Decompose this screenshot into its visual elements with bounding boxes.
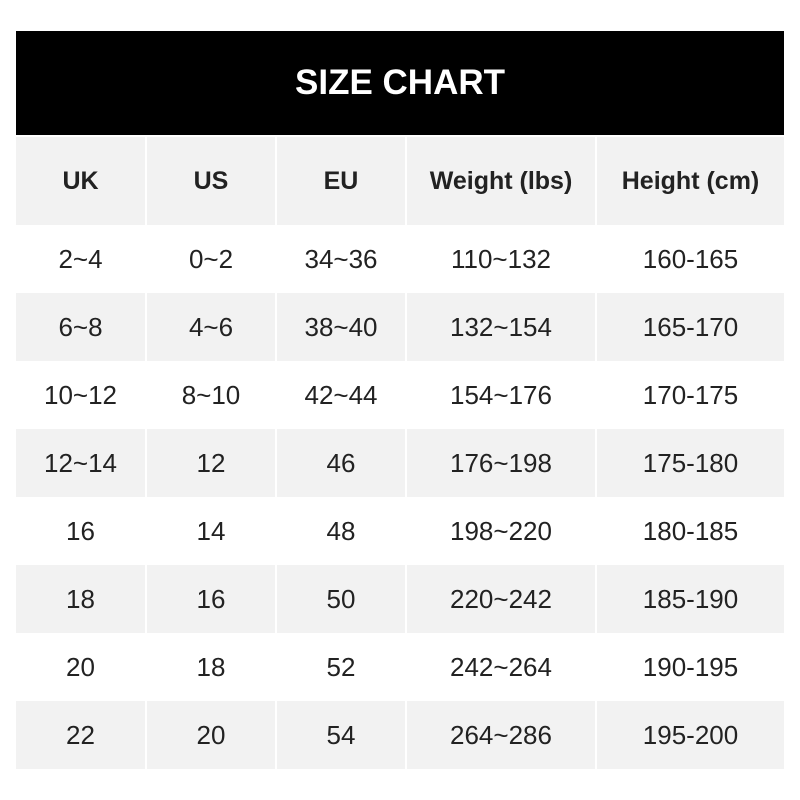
size-chart-title: SIZE CHART: [16, 31, 784, 135]
column-header: UK: [16, 137, 146, 225]
size-chart-table: UK US EU Weight (lbs) Height (cm) 2~4 0~2 34~3…: [16, 137, 784, 769]
table-cell: 110~132: [405, 225, 596, 293]
table-cell: 154~176: [405, 361, 596, 429]
table-cell: 185-190: [595, 565, 784, 633]
table-cell: 190-195: [595, 633, 784, 701]
table-cell: 242~264: [405, 633, 596, 701]
header-row: UK US EU Weight (lbs) Height (cm): [16, 137, 784, 225]
column-header: EU: [275, 137, 406, 225]
table-cell: 18: [16, 565, 146, 633]
table-cell: 14: [145, 497, 276, 565]
table-cell: 48: [275, 497, 406, 565]
table-cell: 220~242: [405, 565, 596, 633]
table-row: 12~14 12 46 176~198 175-180: [16, 429, 784, 497]
table-row: 22 20 54 264~286 195-200: [16, 701, 784, 769]
table-cell: 198~220: [405, 497, 596, 565]
table-cell: 12: [145, 429, 276, 497]
table-cell: 12~14: [16, 429, 146, 497]
column-header: Weight (lbs): [405, 137, 596, 225]
table-cell: 42~44: [275, 361, 406, 429]
table-cell: 264~286: [405, 701, 596, 769]
table-cell: 54: [275, 701, 406, 769]
table-cell: 176~198: [405, 429, 596, 497]
table-cell: 132~154: [405, 293, 596, 361]
table-row: 10~12 8~10 42~44 154~176 170-175: [16, 361, 784, 429]
column-header: Height (cm): [595, 137, 784, 225]
table-cell: 2~4: [58, 243, 103, 274]
table-cell: 170-175: [595, 361, 784, 429]
table-cell: 22: [16, 701, 146, 769]
table-cell: 4~6: [145, 293, 276, 361]
table-cell: 195-200: [595, 701, 784, 769]
table-cell: 160-165: [595, 225, 784, 293]
table-cell: 18: [145, 633, 276, 701]
table-cell: 20: [66, 651, 95, 682]
table-cell: 20: [145, 701, 276, 769]
table-cell: 165-170: [595, 293, 784, 361]
table-cell: 8~10: [145, 361, 276, 429]
table-cell: 0~2: [145, 225, 276, 293]
table-cell: 38~40: [275, 293, 406, 361]
table-cell: 50: [275, 565, 406, 633]
column-header: US: [145, 137, 276, 225]
table-cell: 46: [275, 429, 406, 497]
table-cell: 10~12: [43, 379, 118, 410]
table-row: 16 14 48 198~220 180-185: [16, 497, 784, 565]
table-cell: 16: [145, 565, 276, 633]
table-row: 6~8 4~6 38~40 132~154 165-170: [16, 293, 784, 361]
table-cell: 52: [275, 633, 406, 701]
table-cell: 175-180: [595, 429, 784, 497]
table-row: 20 18 52 242~264 190-195: [16, 633, 784, 701]
table-cell: 16: [66, 515, 95, 546]
table-row: 18 16 50 220~242 185-190: [16, 565, 784, 633]
table-row: 2~4 0~2 34~36 110~132 160-165: [16, 225, 784, 293]
table-cell: 180-185: [595, 497, 784, 565]
table-cell: 6~8: [16, 293, 146, 361]
table-cell: 34~36: [275, 225, 406, 293]
